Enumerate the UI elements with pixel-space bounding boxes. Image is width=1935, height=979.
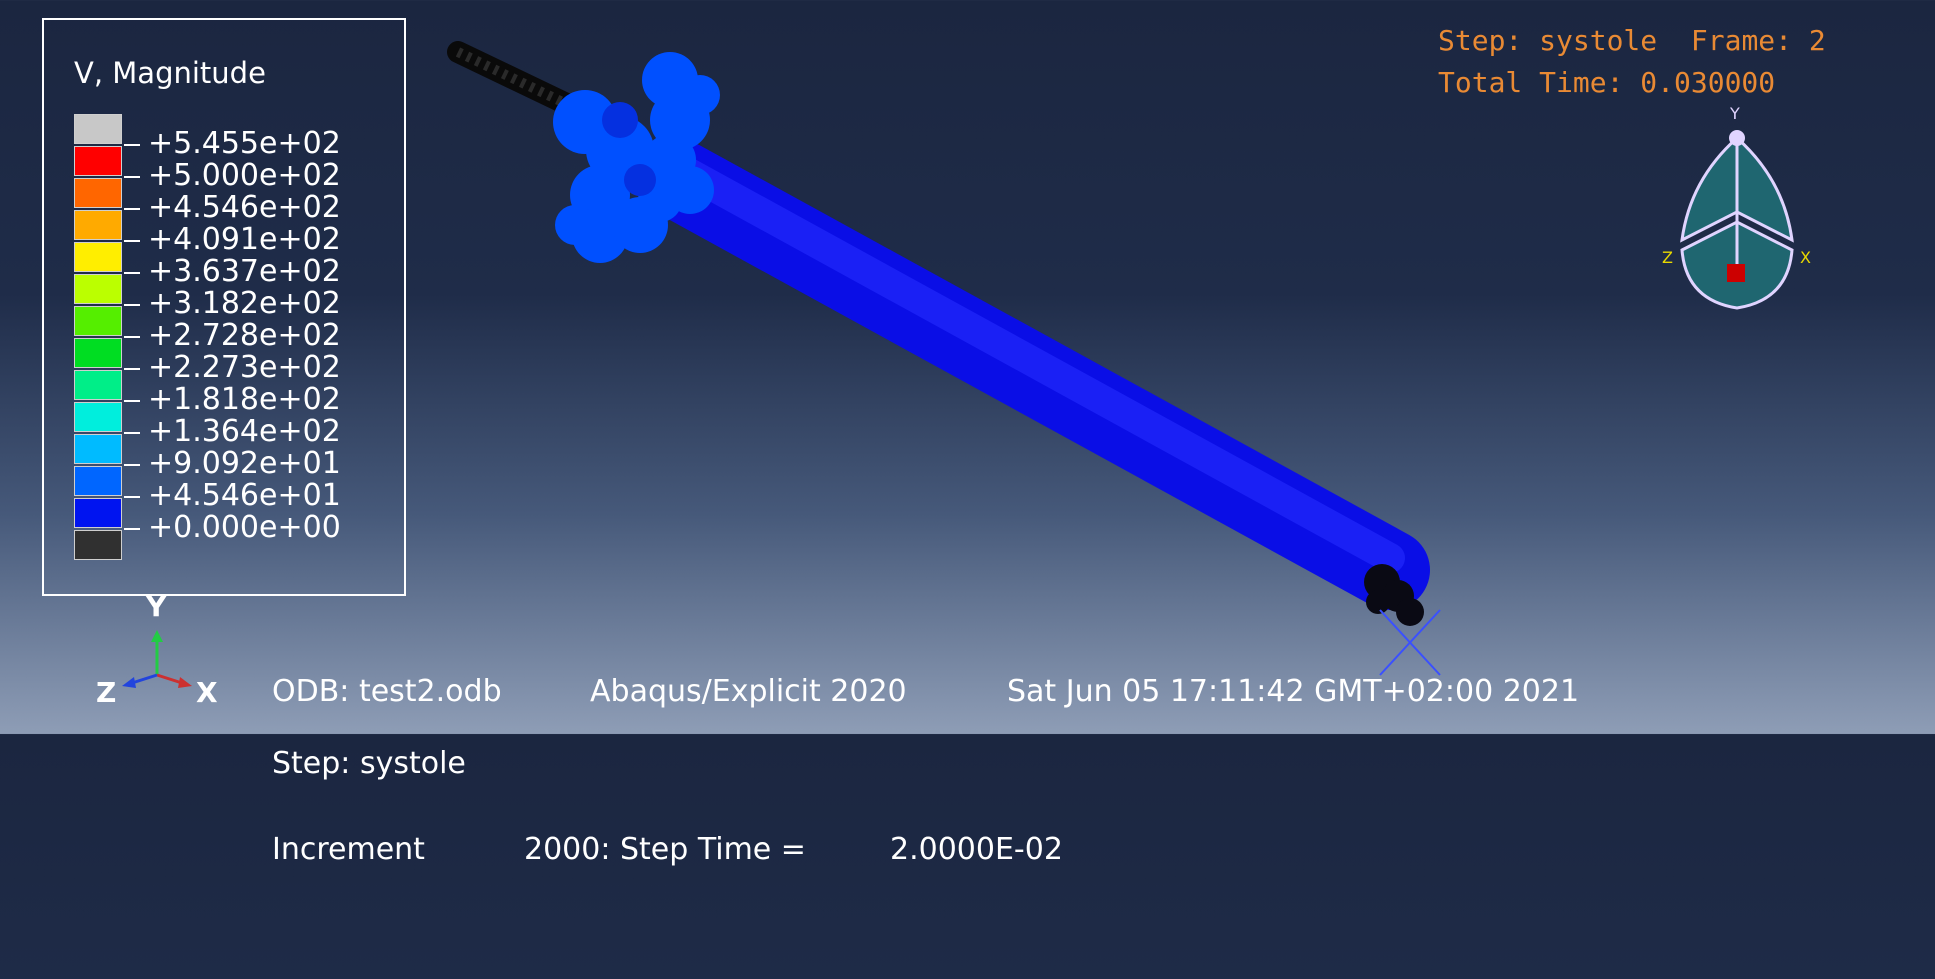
- lightblue-cluster: [553, 52, 720, 263]
- odb-info: ODB: test2.odb Abaqus/Explicit 2020 Sat …: [272, 622, 1579, 922]
- legend-value: +1.818e+02: [124, 384, 341, 416]
- legend-swatch: [74, 402, 122, 432]
- legend-swatch: [74, 370, 122, 400]
- legend-swatch: [74, 434, 122, 464]
- triad-y-label: Y: [146, 590, 167, 623]
- end-cross-line-2: [1379, 609, 1441, 676]
- triad-z-label: Z: [96, 676, 117, 709]
- view-cube-y-label: Y: [1730, 104, 1740, 123]
- increment-value: 2000: Step Time =: [524, 832, 806, 867]
- blue-tube-highlight: [665, 153, 1405, 573]
- triad-x-label: X: [196, 676, 218, 709]
- increment-label: Increment: [272, 832, 425, 867]
- model-render: [122, 41, 1794, 688]
- black-end-blob: [1364, 564, 1424, 626]
- legend-swatch: [74, 338, 122, 368]
- legend-value: +3.182e+02: [124, 288, 341, 320]
- legend-swatch: [74, 114, 122, 144]
- color-legend: V, Magnitude +5.455e+02 +5.000e+02 +4.546e…: [42, 18, 406, 596]
- legend-value: +1.364e+02: [124, 416, 341, 448]
- legend-title: V, Magnitude: [74, 56, 266, 90]
- axis-triad-icon: [122, 630, 192, 688]
- view-cube-z-label: Z: [1662, 248, 1673, 267]
- legend-value: +4.546e+02: [124, 192, 341, 224]
- legend-swatch: [74, 530, 122, 560]
- legend-swatch: [74, 210, 122, 240]
- step-info: Step: systole Frame: 2 Total Time: 0.0300…: [1438, 20, 1826, 104]
- legend-value: +2.728e+02: [124, 320, 341, 352]
- legend-swatches: [74, 114, 124, 562]
- legend-value: +5.000e+02: [124, 160, 341, 192]
- frame-label: Frame: 2: [1690, 24, 1826, 57]
- model-viewport[interactable]: V, Magnitude +5.455e+02 +5.000e+02 +4.546e…: [0, 0, 1935, 865]
- legend-swatch: [74, 146, 122, 176]
- legend-labels: +5.455e+02 +5.000e+02 +4.546e+02 +4.091e+02…: [124, 128, 341, 544]
- step-label: Step: systole: [1438, 24, 1658, 57]
- run-date: Sat Jun 05 17:11:42 GMT+02:00 2021: [1007, 674, 1580, 709]
- view-cube-x-label: X: [1800, 248, 1811, 267]
- legend-value: +0.000e+00: [124, 512, 341, 544]
- legend-swatch: [74, 466, 122, 496]
- legend-value: +3.637e+02: [124, 256, 341, 288]
- total-time-label: Total Time: 0.030000: [1438, 66, 1776, 99]
- odb-name: ODB: test2.odb: [272, 674, 502, 709]
- legend-value: +4.091e+02: [124, 224, 341, 256]
- legend-swatch: [74, 306, 122, 336]
- step-time-value: 2.0000E-02: [890, 832, 1063, 867]
- legend-swatch: [74, 498, 122, 528]
- legend-swatch: [74, 242, 122, 272]
- solver-version: Abaqus/Explicit 2020: [590, 674, 907, 709]
- legend-value: +5.455e+02: [124, 128, 341, 160]
- legend-value: +4.546e+01: [124, 480, 341, 512]
- legend-value: +2.273e+02: [124, 352, 341, 384]
- legend-value: +9.092e+01: [124, 448, 341, 480]
- legend-swatch: [74, 274, 122, 304]
- footer-step: Step: systole: [272, 746, 466, 781]
- legend-swatch: [74, 178, 122, 208]
- darkblue-cluster-core: [602, 102, 656, 196]
- view-cube-icon: [1680, 130, 1794, 310]
